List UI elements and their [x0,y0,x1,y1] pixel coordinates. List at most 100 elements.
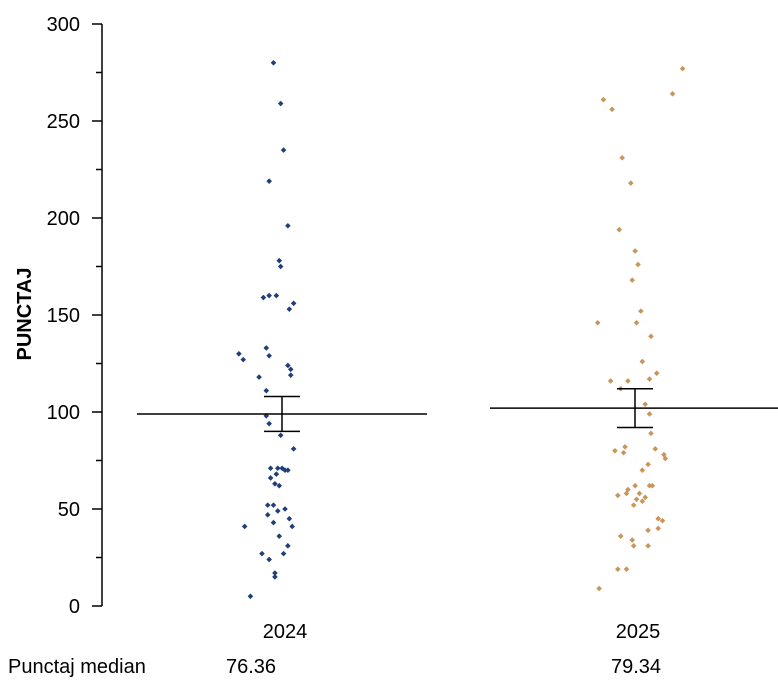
data-point-2025 [633,496,640,503]
data-point-2024 [263,387,270,394]
data-point-2024 [282,467,288,473]
data-point-2025 [619,155,625,161]
data-point-2025 [629,537,636,543]
data-point-2024 [236,351,242,357]
data-point-2025 [628,180,634,186]
data-point-2025 [646,482,653,489]
data-point-2025 [633,319,640,326]
data-point-2025 [679,65,686,72]
data-point-2025 [669,91,676,97]
data-point-2025 [649,482,656,489]
y-axis-ticks: 0 50 100 150 200 250 300 [47,14,102,618]
data-point-2024 [263,413,270,419]
category-label-2025: 2025 [616,621,661,643]
data-point-2025 [632,248,638,254]
data-point-2025 [632,482,638,489]
median-value-2024: 76.36 [226,656,277,678]
data-point-2024 [277,100,284,107]
data-point-2025 [642,401,648,408]
data-point-2024 [286,306,293,312]
y-tick-label: 200 [47,208,80,230]
data-point-2024 [287,372,294,378]
data-point-2024 [287,366,294,373]
data-point-2025 [594,319,601,326]
data-point-2025 [616,226,623,233]
category-label-2024: 2024 [263,621,308,643]
data-point-2024 [285,467,291,473]
y-tick-label: 100 [47,402,80,424]
footer-label: Punctaj median [8,656,146,678]
data-point-2025 [645,527,651,534]
data-point-2024 [266,420,272,427]
data-point-2025 [617,533,624,539]
data-point-2025 [639,467,646,473]
category-labels: 2024 2025 [263,621,661,643]
data-point-2025 [622,444,628,450]
data-point-2025 [625,378,631,384]
data-point-2024 [273,471,280,477]
data-point-2024 [247,593,254,600]
data-point-2024 [266,556,272,563]
data-point-2024 [270,502,277,508]
data-point-2024 [260,294,267,301]
data-point-2025 [630,502,637,508]
data-point-2025 [623,566,630,572]
data-point-2024 [285,362,291,369]
data-point-2024 [290,446,297,452]
mean-error-bars [137,387,778,433]
y-tick-label: 300 [47,14,80,36]
data-point-2025 [615,566,621,572]
data-point-2024 [277,432,284,439]
data-point-2024 [280,550,287,557]
data-point-2025 [646,411,653,417]
median-value-2025: 79.34 [611,656,662,678]
y-axis-label: PUNCTAJ [14,268,36,361]
data-point-2024 [276,482,283,489]
data-point-2024 [277,263,284,270]
data-point-2024 [264,512,271,518]
data-point-2024 [275,508,281,514]
data-point-2024 [241,523,248,530]
data-point-2024 [289,523,295,530]
data-point-2025 [642,494,648,501]
data-point-2025 [648,430,654,437]
data-point-2024 [270,519,277,526]
data-point-2025 [596,585,602,592]
data-point-2024 [266,352,272,359]
data-point-2025 [638,308,644,314]
data-point-2024 [266,292,272,299]
data-point-2024 [275,465,281,472]
data-point-2025 [639,498,646,505]
data-point-2024 [276,533,283,539]
data-point-2025 [648,333,654,340]
data-point-2024 [286,515,293,522]
y-tick-label: 50 [58,499,80,521]
data-point-2025 [655,525,661,532]
data-point-2024 [282,506,288,512]
data-point-2024 [267,475,274,481]
data-point-2025 [607,378,614,384]
data-point-2025 [635,261,641,268]
data-point-2025 [639,358,646,365]
data-point-2024 [285,222,291,229]
data-point-2025 [659,517,666,524]
data-point-2024 [280,147,287,153]
data-point-2024 [264,502,271,508]
data-point-2025 [623,490,630,497]
data-point-2025 [615,492,621,499]
data-point-2025 [630,543,637,549]
data-point-2025 [655,515,661,522]
data-point-2024 [272,570,278,576]
data-point-2024 [267,465,274,472]
data-point-2025 [646,376,653,382]
data-point-2025 [652,446,659,452]
data-point-2024 [272,574,278,580]
data-point-2024 [270,60,277,66]
data-point-2024 [279,465,285,472]
y-tick-label: 150 [47,305,80,327]
data-point-2025 [612,448,618,454]
data-point-2024 [263,345,270,351]
data-point-2025 [629,277,636,283]
data-point-2025 [620,449,627,456]
